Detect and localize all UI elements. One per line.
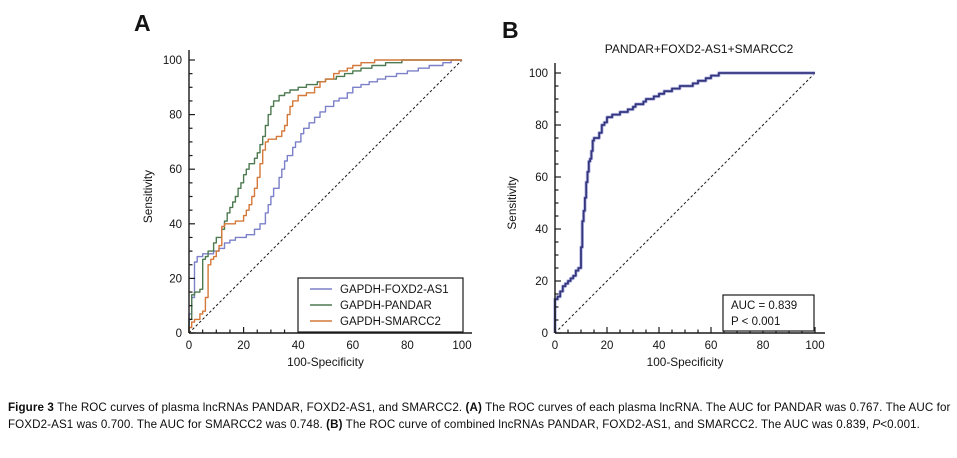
panel-b-diagonal-reference-line	[554, 72, 816, 334]
caption-segment: The ROC curve of combined lncRNAs PANDAR…	[342, 418, 873, 431]
panel-a-y-tick-label: 20	[169, 273, 182, 285]
caption-segment: (A)	[465, 401, 482, 414]
panel-b-y-tick-label: 0	[542, 328, 548, 340]
panel-a-diagonal-reference-line	[188, 59, 463, 334]
caption-segment: P	[872, 418, 881, 431]
panel-a-label: A	[134, 10, 151, 36]
panel-b-y-tick-label: 100	[529, 68, 548, 80]
caption-segment: (B)	[326, 418, 343, 431]
panel-a-y-tick-label: 80	[169, 110, 182, 122]
panel-b-auc-annotation-line: AUC = 0.839	[731, 300, 797, 312]
caption-segment: Figure 3	[8, 401, 58, 414]
panel-a-x-axis-title: 100-Specificity	[287, 355, 364, 369]
panel-b-x-tick-label: 60	[705, 340, 718, 352]
caption-segment: The ROC curves of plasma lncRNAs PANDAR,…	[57, 401, 466, 414]
panel-b-x-axis-title: 100-Specificity	[647, 355, 724, 369]
roc-charts-svg: 002020404060608080100100100-SpecificityS…	[134, 10, 825, 369]
panel-a-x-tick-label: 80	[401, 340, 414, 352]
panel-a-legend-label: GAPDH-PANDAR	[340, 300, 432, 312]
panel-a-legend-label: GAPDH-SMARCC2	[340, 316, 441, 328]
panel-a-y-tick-label: 60	[169, 164, 182, 176]
panel-a-curve-gapdh-foxd2-as1	[188, 59, 462, 333]
panel-b-x-tick-label: 20	[601, 340, 614, 352]
panel-b-x-tick-label: 100	[805, 340, 824, 352]
panel-a-x-tick-label: 100	[452, 340, 471, 352]
panel-b-y-tick-label: 80	[535, 120, 548, 132]
panel-a-y-tick-label: 100	[163, 55, 182, 67]
panel-b-x-tick-label: 40	[653, 340, 666, 352]
figure-caption: Figure 3 The ROC curves of plasma lncRNA…	[8, 399, 952, 433]
panel-b-y-tick-label: 20	[535, 276, 548, 288]
panel-b-y-tick-label: 40	[535, 224, 548, 236]
panel-a-y-tick-label: 0	[176, 328, 182, 340]
caption-segment: <0.001.	[880, 418, 920, 431]
panel-b-y-axis-title: Sensitivity	[505, 176, 519, 229]
panel-a-legend-label: GAPDH-FOXD2-AS1	[340, 284, 449, 296]
panel-a-x-tick-label: 40	[292, 340, 305, 352]
panel-a-x-tick-label: 20	[237, 340, 250, 352]
panel-b-auc-annotation-box	[722, 294, 815, 332]
panel-b-label: B	[502, 17, 519, 43]
panel-b-x-tick-label: 80	[757, 340, 770, 352]
panel-a-y-axis-title: Sensitivity	[141, 170, 155, 223]
panel-a-x-tick-label: 60	[346, 340, 359, 352]
caption-segment: The ROC curves of each plasma lncRNA. Th…	[8, 401, 951, 431]
panel-b-curve-pandar-foxd2-as1-smarcc2	[554, 72, 815, 333]
panel-a-x-tick-label: 0	[186, 340, 192, 352]
panel-a-curve-gapdh-smarcc2	[188, 59, 462, 333]
panel-a-y-tick-label: 40	[169, 219, 182, 231]
panel-a-curve-gapdh-pandar	[188, 59, 462, 333]
panel-b-auc-annotation-line: P < 0.001	[731, 316, 780, 328]
panel-b-title: PANDAR+FOXD2-AS1+SMARCC2	[605, 42, 794, 56]
panel-b-x-tick-label: 0	[552, 340, 558, 352]
panel-b-y-tick-label: 60	[535, 172, 548, 184]
